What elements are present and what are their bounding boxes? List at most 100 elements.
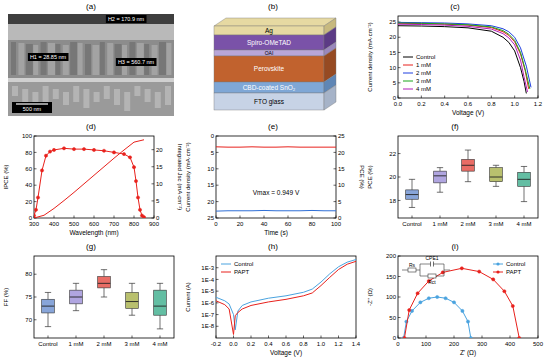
whisker bbox=[160, 283, 161, 290]
sem-grain bbox=[94, 92, 100, 102]
y2-tick-label: 20 bbox=[156, 147, 163, 153]
series-marker bbox=[62, 147, 65, 150]
x-tick bbox=[264, 216, 265, 219]
y2-tick-label: 0 bbox=[338, 215, 342, 221]
y-tick-label: 150 bbox=[386, 274, 397, 280]
capacitor bbox=[430, 262, 431, 267]
series-marker bbox=[492, 278, 495, 281]
layer bbox=[214, 82, 324, 93]
wire bbox=[420, 264, 431, 265]
series-marker bbox=[408, 309, 411, 312]
y2-tick bbox=[152, 183, 155, 184]
y-tick-label: 1E-5 bbox=[201, 288, 214, 294]
series-marker bbox=[436, 295, 439, 298]
plot-frame bbox=[34, 256, 174, 338]
whisker-cap bbox=[465, 181, 471, 182]
layer bbox=[214, 56, 324, 82]
x-axis-label: Z' (Ω) bbox=[460, 349, 476, 357]
whisker bbox=[104, 270, 105, 277]
y-tick-label: 100 bbox=[22, 133, 33, 139]
series-marker bbox=[136, 196, 139, 199]
x-tick-label: 2 mM bbox=[461, 221, 476, 227]
x-tick-label: 0.8 bbox=[299, 341, 308, 347]
series-marker bbox=[444, 297, 447, 300]
y-tick bbox=[216, 267, 219, 268]
y2-tick-label: 10 bbox=[338, 182, 345, 188]
y-tick bbox=[216, 152, 219, 153]
x-tick bbox=[48, 336, 49, 339]
series-marker bbox=[72, 148, 75, 151]
y-tick bbox=[398, 52, 401, 53]
x-tick-label: 100 bbox=[421, 341, 432, 347]
y-axis-label: Current density (mA·cm⁻²) bbox=[185, 142, 191, 211]
y-tick bbox=[216, 185, 219, 186]
y-tick bbox=[34, 319, 37, 320]
x-tick-label: 0.2 bbox=[247, 341, 256, 347]
plot-frame bbox=[34, 136, 154, 218]
layer-label: Perovskite bbox=[254, 65, 285, 72]
y2-tick-label: 20 bbox=[338, 150, 345, 156]
y-tick-label: 20 bbox=[389, 34, 396, 40]
label-box bbox=[106, 15, 147, 23]
y-tick-label: 1E-4 bbox=[201, 277, 214, 283]
x-tick bbox=[251, 336, 252, 339]
y-tick-label: 15 bbox=[389, 50, 396, 56]
series-line bbox=[216, 260, 356, 330]
series-marker bbox=[128, 156, 131, 159]
sem-layer bbox=[8, 78, 174, 82]
series-line bbox=[216, 261, 356, 334]
x-tick-label: 4 mM bbox=[517, 221, 532, 227]
y-tick bbox=[216, 291, 219, 292]
series-marker bbox=[511, 304, 514, 307]
y-tick-label: 0 bbox=[393, 95, 397, 101]
label-box bbox=[116, 58, 157, 66]
circuit-inset: RsCPE1Rct bbox=[402, 255, 450, 285]
whisker-cap bbox=[521, 166, 527, 167]
y-tick-label: 15 bbox=[207, 182, 214, 188]
series-line bbox=[216, 210, 336, 212]
box bbox=[42, 299, 55, 313]
y-tick-label: 25 bbox=[207, 215, 214, 221]
layer-label: FTO glass bbox=[254, 98, 285, 106]
y2-tick bbox=[334, 201, 337, 202]
x-axis-label: Voltage (V) bbox=[270, 349, 302, 357]
x-tick bbox=[303, 336, 304, 339]
series-marker bbox=[134, 180, 137, 183]
box bbox=[518, 172, 531, 186]
y-tick bbox=[34, 136, 37, 137]
y-tick bbox=[34, 274, 37, 275]
y-tick-label: 1E-8 bbox=[201, 323, 214, 329]
x-tick bbox=[216, 336, 217, 339]
whisker-cap bbox=[437, 167, 443, 168]
y-axis-label: -Z'' (Ω) bbox=[367, 288, 373, 306]
x-tick bbox=[482, 336, 483, 339]
y-tick-label: 20 bbox=[389, 174, 396, 180]
y-tick-label: 75 bbox=[25, 294, 32, 300]
series-marker bbox=[48, 150, 51, 153]
y-tick-label: 100 bbox=[386, 294, 397, 300]
sem-grain bbox=[18, 43, 24, 75]
x-tick-label: Control bbox=[38, 341, 57, 347]
measure-label: H2 = 170.9 nm bbox=[108, 16, 145, 22]
measure-label: H1 = 28.85 nm bbox=[30, 54, 67, 60]
x-tick bbox=[510, 336, 511, 339]
x-tick-label: 3 mM bbox=[489, 221, 504, 227]
y-tick-label: 60 bbox=[25, 166, 32, 172]
sem-grain bbox=[166, 43, 171, 75]
whisker-cap bbox=[521, 201, 527, 202]
legend-swatch bbox=[221, 272, 231, 273]
y-axis-label: IPCE (%) bbox=[3, 164, 9, 189]
x-tick bbox=[76, 336, 77, 339]
layer-top bbox=[214, 18, 336, 26]
scale-label: 500 nm bbox=[23, 106, 42, 112]
median bbox=[434, 175, 447, 176]
box bbox=[434, 171, 447, 183]
plot-area bbox=[398, 22, 531, 93]
x-tick bbox=[321, 336, 322, 339]
legend-swatch bbox=[496, 270, 499, 273]
legend-label: Control bbox=[234, 261, 253, 267]
layer bbox=[214, 26, 324, 35]
series-marker bbox=[44, 154, 47, 157]
series-marker bbox=[122, 152, 125, 155]
median bbox=[42, 306, 55, 307]
